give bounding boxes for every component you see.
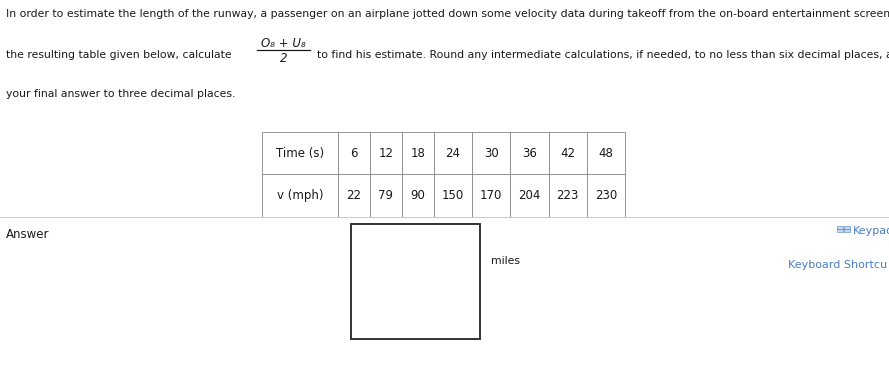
Bar	[845, 226, 850, 229]
Bar	[351, 224, 480, 339]
Text: to find his estimate. Round any intermediate calculations, if needed, to no less: to find his estimate. Round any intermed…	[317, 50, 889, 60]
Text: 170: 170	[480, 189, 502, 202]
Bar	[402, 132, 434, 174]
Text: O₈ + U₈: O₈ + U₈	[261, 37, 306, 50]
Text: 150: 150	[442, 189, 464, 202]
Text: 36: 36	[522, 147, 537, 160]
Bar	[549, 174, 587, 217]
Text: Answer: Answer	[6, 228, 50, 241]
Bar	[338, 174, 370, 217]
Bar	[402, 174, 434, 217]
Bar	[370, 174, 402, 217]
Text: Keypad: Keypad	[853, 226, 889, 236]
Text: Time (s): Time (s)	[276, 147, 324, 160]
Text: Keyboard Shortcu: Keyboard Shortcu	[788, 260, 887, 270]
Text: 223: 223	[557, 189, 579, 202]
Text: 30: 30	[484, 147, 499, 160]
Text: 79: 79	[379, 189, 393, 202]
Text: In order to estimate the length of the runway, a passenger on an airplane jotted: In order to estimate the length of the r…	[6, 9, 889, 19]
Text: 42: 42	[560, 147, 575, 160]
Bar	[370, 132, 402, 174]
Text: 6: 6	[350, 147, 357, 160]
Text: 24: 24	[445, 147, 461, 160]
Bar	[472, 132, 510, 174]
Bar	[549, 132, 587, 174]
Bar	[338, 132, 370, 174]
Text: 12: 12	[379, 147, 393, 160]
Bar	[262, 132, 338, 174]
Bar	[472, 174, 510, 217]
Text: v (mph): v (mph)	[276, 189, 324, 202]
Bar	[510, 132, 549, 174]
Text: the resulting table given below, calculate: the resulting table given below, calcula…	[6, 50, 232, 60]
Bar	[434, 174, 472, 217]
Text: your final answer to three decimal places.: your final answer to three decimal place…	[6, 89, 236, 99]
Bar	[434, 132, 472, 174]
Text: miles: miles	[491, 256, 520, 266]
Text: 2: 2	[280, 52, 287, 65]
Bar	[262, 174, 338, 217]
Text: 22: 22	[347, 189, 361, 202]
Bar	[845, 229, 850, 232]
Text: 48: 48	[598, 147, 613, 160]
Bar	[837, 226, 844, 229]
Bar	[837, 229, 844, 232]
Text: 204: 204	[518, 189, 541, 202]
Text: 230: 230	[595, 189, 617, 202]
Text: 90: 90	[411, 189, 425, 202]
Bar	[587, 132, 625, 174]
Bar	[587, 174, 625, 217]
Text: 18: 18	[411, 147, 425, 160]
Bar	[510, 174, 549, 217]
